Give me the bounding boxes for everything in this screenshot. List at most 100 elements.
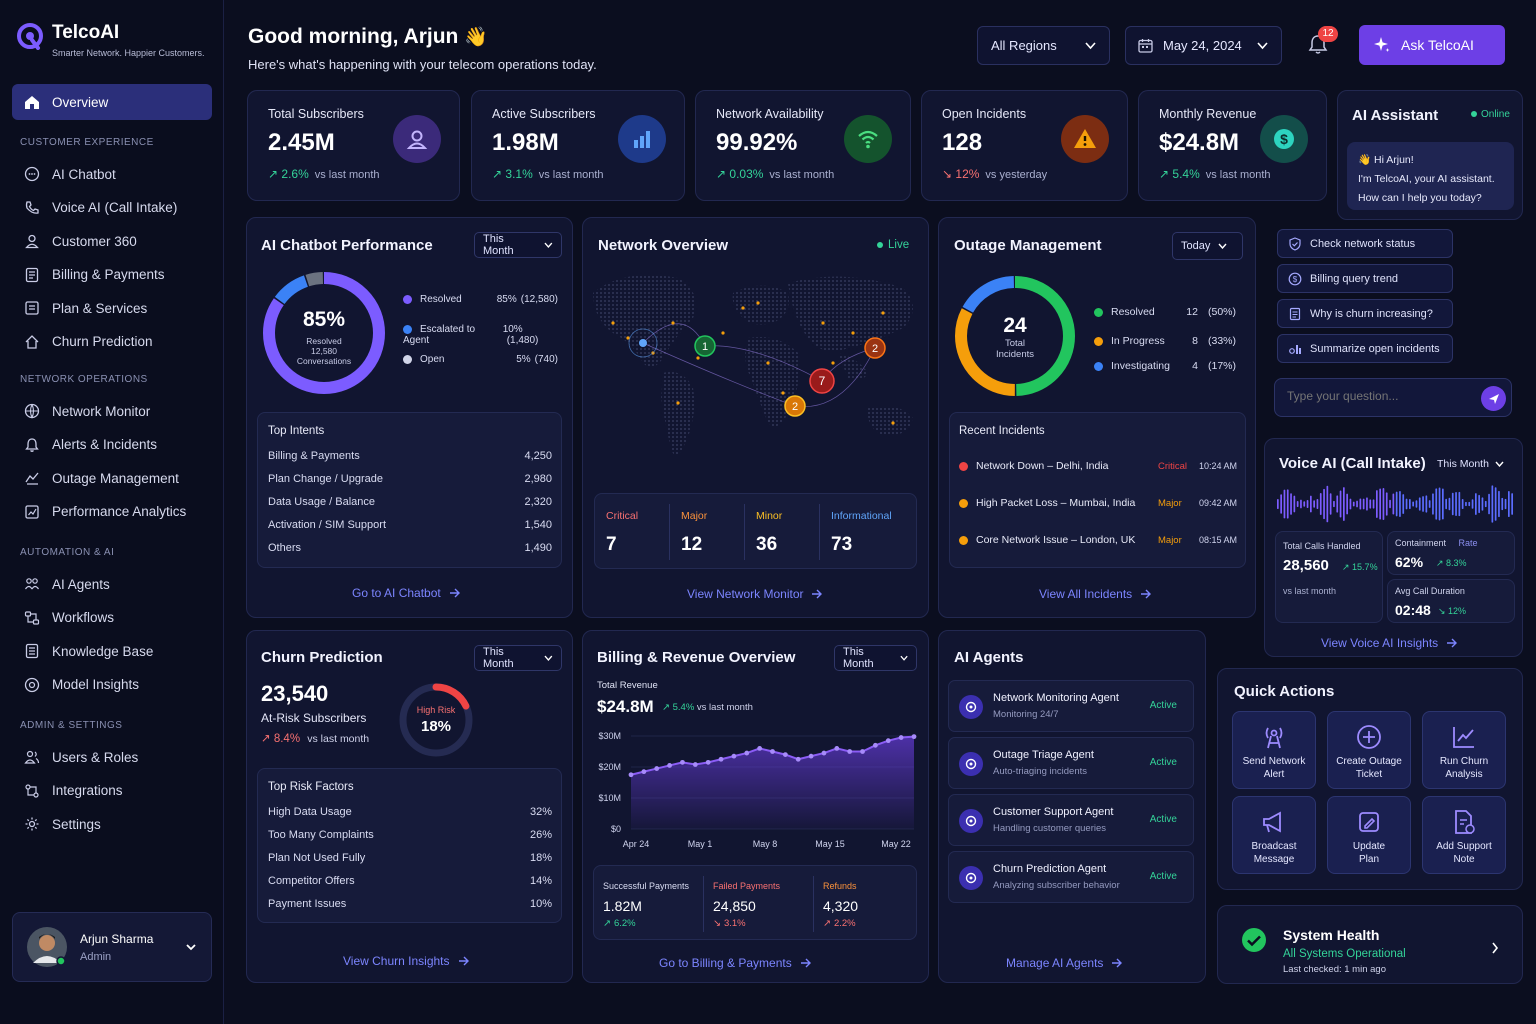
avg-call-duration-stat: Avg Call Duration 02:48 ↘ 12% — [1387, 579, 1515, 623]
chevron-down-icon[interactable] — [185, 942, 197, 952]
incident-severity-dot — [959, 461, 968, 471]
suggestion-chip[interactable]: Why is churn increasing? — [1277, 299, 1453, 328]
ask-telcoai-button[interactable]: Ask TelcoAI — [1359, 25, 1505, 65]
agent-row[interactable]: Network Monitoring Agent Monitoring 24/7 A… — [948, 680, 1194, 732]
incident-marker-2-africa[interactable]: 2 — [784, 395, 806, 417]
quick-action-label-line: Broadcast — [1251, 841, 1297, 852]
incident-marker-1[interactable]: 1 — [694, 335, 716, 357]
incident-marker-2-asia[interactable]: 2 — [864, 337, 886, 359]
question-text-field[interactable] — [1287, 389, 1477, 403]
intent-label: Billing & Payments — [268, 450, 360, 462]
quick-action-broadcast-message[interactable]: Broadcast Message — [1232, 796, 1316, 874]
sidebar-item-knowledge-base[interactable]: Knowledge Base — [12, 635, 212, 667]
sidebar-item-outage-management[interactable]: Outage Management — [12, 462, 212, 494]
send-button[interactable] — [1481, 386, 1506, 411]
voice-ai-card: Voice AI (Call Intake) This Month Total … — [1264, 438, 1523, 657]
kpi-label: Active Subscribers — [492, 107, 596, 121]
incident-marker-7[interactable]: 7 — [809, 368, 835, 394]
waveform-bar — [1471, 499, 1474, 509]
waveform-bar — [1425, 495, 1428, 513]
go-to-chatbot-link[interactable]: Go to AI Chatbot — [352, 586, 461, 600]
sidebar-item-users-roles[interactable]: Users & Roles — [12, 741, 212, 773]
sidebar-item-ai-chatbot[interactable]: AI Chatbot — [12, 158, 212, 190]
sidebar-item-performance-analytics[interactable]: Performance Analytics — [12, 496, 212, 528]
outage-period-select[interactable]: Today — [1172, 232, 1243, 260]
view-all-incidents-link[interactable]: View All Incidents — [1039, 587, 1152, 601]
sidebar-item-alerts-incidents[interactable]: Alerts & Incidents — [12, 429, 212, 461]
sidebar-item-settings[interactable]: Settings — [12, 808, 212, 840]
quick-action-create-outage-ticket[interactable]: Create Outage Ticket — [1327, 711, 1411, 789]
intent-row: Activation / SIM Support 1,540 — [268, 519, 552, 531]
network-world-map[interactable]: 1 2 7 2 — [583, 263, 928, 488]
waveform-bar — [1286, 489, 1289, 519]
payment-stat-change: ↗ 6.2% — [603, 918, 636, 929]
sidebar-section-label: ADMIN & SETTINGS — [20, 720, 123, 731]
sidebar-item-overview[interactable]: Overview — [12, 84, 212, 120]
sidebar-item-model-insights[interactable]: Model Insights — [12, 669, 212, 701]
view-network-monitor-link[interactable]: View Network Monitor — [687, 587, 823, 601]
incident-row[interactable]: High Packet Loss – Mumbai, India Major 09:… — [959, 497, 1239, 513]
sidebar-item-plan-services[interactable]: Plan & Services — [12, 292, 212, 324]
sidebar-item-integrations[interactable]: Integrations — [12, 775, 212, 807]
notifications-button[interactable]: 12 — [1307, 26, 1338, 57]
kpi-change-note: vs last month — [769, 169, 835, 181]
link-label: View Churn Insights — [343, 954, 450, 968]
kpi-card-open-incidents[interactable]: Open Incidents 128 ↘ 12% vs yesterday — [921, 90, 1128, 201]
user-profile-card[interactable]: Arjun Sharma Admin — [12, 912, 212, 982]
sidebar-item-ai-agents[interactable]: AI Agents — [12, 568, 212, 600]
risk-factor-label: Payment Issues — [268, 898, 347, 910]
stat-label: Total Calls Handled — [1283, 541, 1361, 551]
date-picker-value: May 24, 2024 — [1163, 38, 1242, 53]
region-select-value: All Regions — [991, 38, 1057, 53]
sidebar-item-customer-360[interactable]: Customer 360 — [12, 225, 212, 257]
quick-action-run-churn-analysis[interactable]: Run Churn Analysis — [1422, 711, 1506, 789]
suggestion-chip[interactable]: Check network status — [1277, 229, 1453, 258]
chatbot-donut-center: 85% Resolved 12,580 Conversations — [261, 308, 387, 366]
chatbot-period-select[interactable]: This Month — [474, 232, 562, 258]
incident-row[interactable]: Core Network Issue – London, UK Major 08:1… — [959, 534, 1239, 550]
go-to-billing-link[interactable]: Go to Billing & Payments — [659, 956, 812, 970]
sidebar-item-label: Customer 360 — [52, 233, 137, 249]
system-health-card[interactable]: System Health All Systems Operational La… — [1217, 905, 1523, 984]
churn-period-select[interactable]: This Month — [474, 645, 562, 671]
kpi-card-total-subscribers[interactable]: Total Subscribers 2.45M ↗ 2.6% vs last mont… — [247, 90, 460, 201]
kpi-card-network-availability[interactable]: Network Availability 99.92% ↗ 0.03% vs last… — [695, 90, 911, 201]
sidebar-item-billing-payments[interactable]: Billing & Payments — [12, 259, 212, 291]
manage-ai-agents-link[interactable]: Manage AI Agents — [1006, 956, 1123, 970]
agent-row[interactable]: Churn Prediction Agent Analyzing subscrib… — [948, 851, 1194, 903]
region-select[interactable]: All Regions — [977, 26, 1110, 65]
billing-period-select[interactable]: This Month — [834, 645, 917, 671]
incident-location: – Mumbai, India — [1057, 497, 1136, 509]
agent-status: Active — [1149, 814, 1177, 825]
sidebar-item-voice-ai-call-intake[interactable]: Voice AI (Call Intake) — [12, 192, 212, 224]
incident-row[interactable]: Network Down – Delhi, India Critical 10:24… — [959, 460, 1239, 476]
view-voice-insights-link[interactable]: View Voice AI Insights — [1321, 636, 1458, 650]
sidebar-item-churn-prediction[interactable]: Churn Prediction — [12, 326, 212, 358]
suggestion-chip[interactable]: Summarize open incidents — [1277, 334, 1453, 363]
view-churn-insights-link[interactable]: View Churn Insights — [343, 954, 470, 968]
agent-row[interactable]: Customer Support Agent Handling customer … — [948, 794, 1194, 846]
churn-card-title: Churn Prediction — [261, 649, 383, 666]
revenue-point — [860, 749, 865, 754]
waveform-bar — [1277, 499, 1279, 509]
kpi-card-monthly-revenue[interactable]: Monthly Revenue $24.8M ↗ 5.4% vs last month… — [1138, 90, 1327, 201]
suggestion-chip[interactable]: $ Billing query trend — [1277, 264, 1453, 293]
sidebar-item-network-monitor[interactable]: Network Monitor — [12, 395, 212, 427]
resolved-percent: 85% — [302, 308, 346, 331]
waveform-bar — [1296, 501, 1299, 507]
agent-row[interactable]: Outage Triage Agent Auto-triaging inciden… — [948, 737, 1194, 789]
assistant-question-input[interactable] — [1274, 378, 1512, 417]
sidebar: TelcoAI Smarter Network. Happier Custome… — [0, 0, 224, 1024]
revenue-point — [705, 759, 711, 765]
risk-factor-row: High Data Usage 32% — [268, 806, 552, 818]
voice-period-select[interactable]: This Month — [1437, 458, 1504, 470]
sidebar-item-label: Overview — [52, 94, 109, 110]
quick-action-send-network-alert[interactable]: Send Network Alert — [1232, 711, 1316, 789]
online-dot-icon — [1471, 111, 1477, 118]
quick-action-update-plan[interactable]: Update Plan — [1327, 796, 1411, 874]
risk-factor-value: 14% — [529, 875, 552, 887]
date-picker[interactable]: May 24, 2024 — [1125, 26, 1282, 65]
sidebar-item-workflows[interactable]: Workflows — [12, 602, 212, 634]
kpi-card-active-subscribers[interactable]: Active Subscribers 1.98M ↗ 3.1% vs last mon… — [471, 90, 685, 201]
quick-action-add-support-note[interactable]: Add Support Note — [1422, 796, 1506, 874]
